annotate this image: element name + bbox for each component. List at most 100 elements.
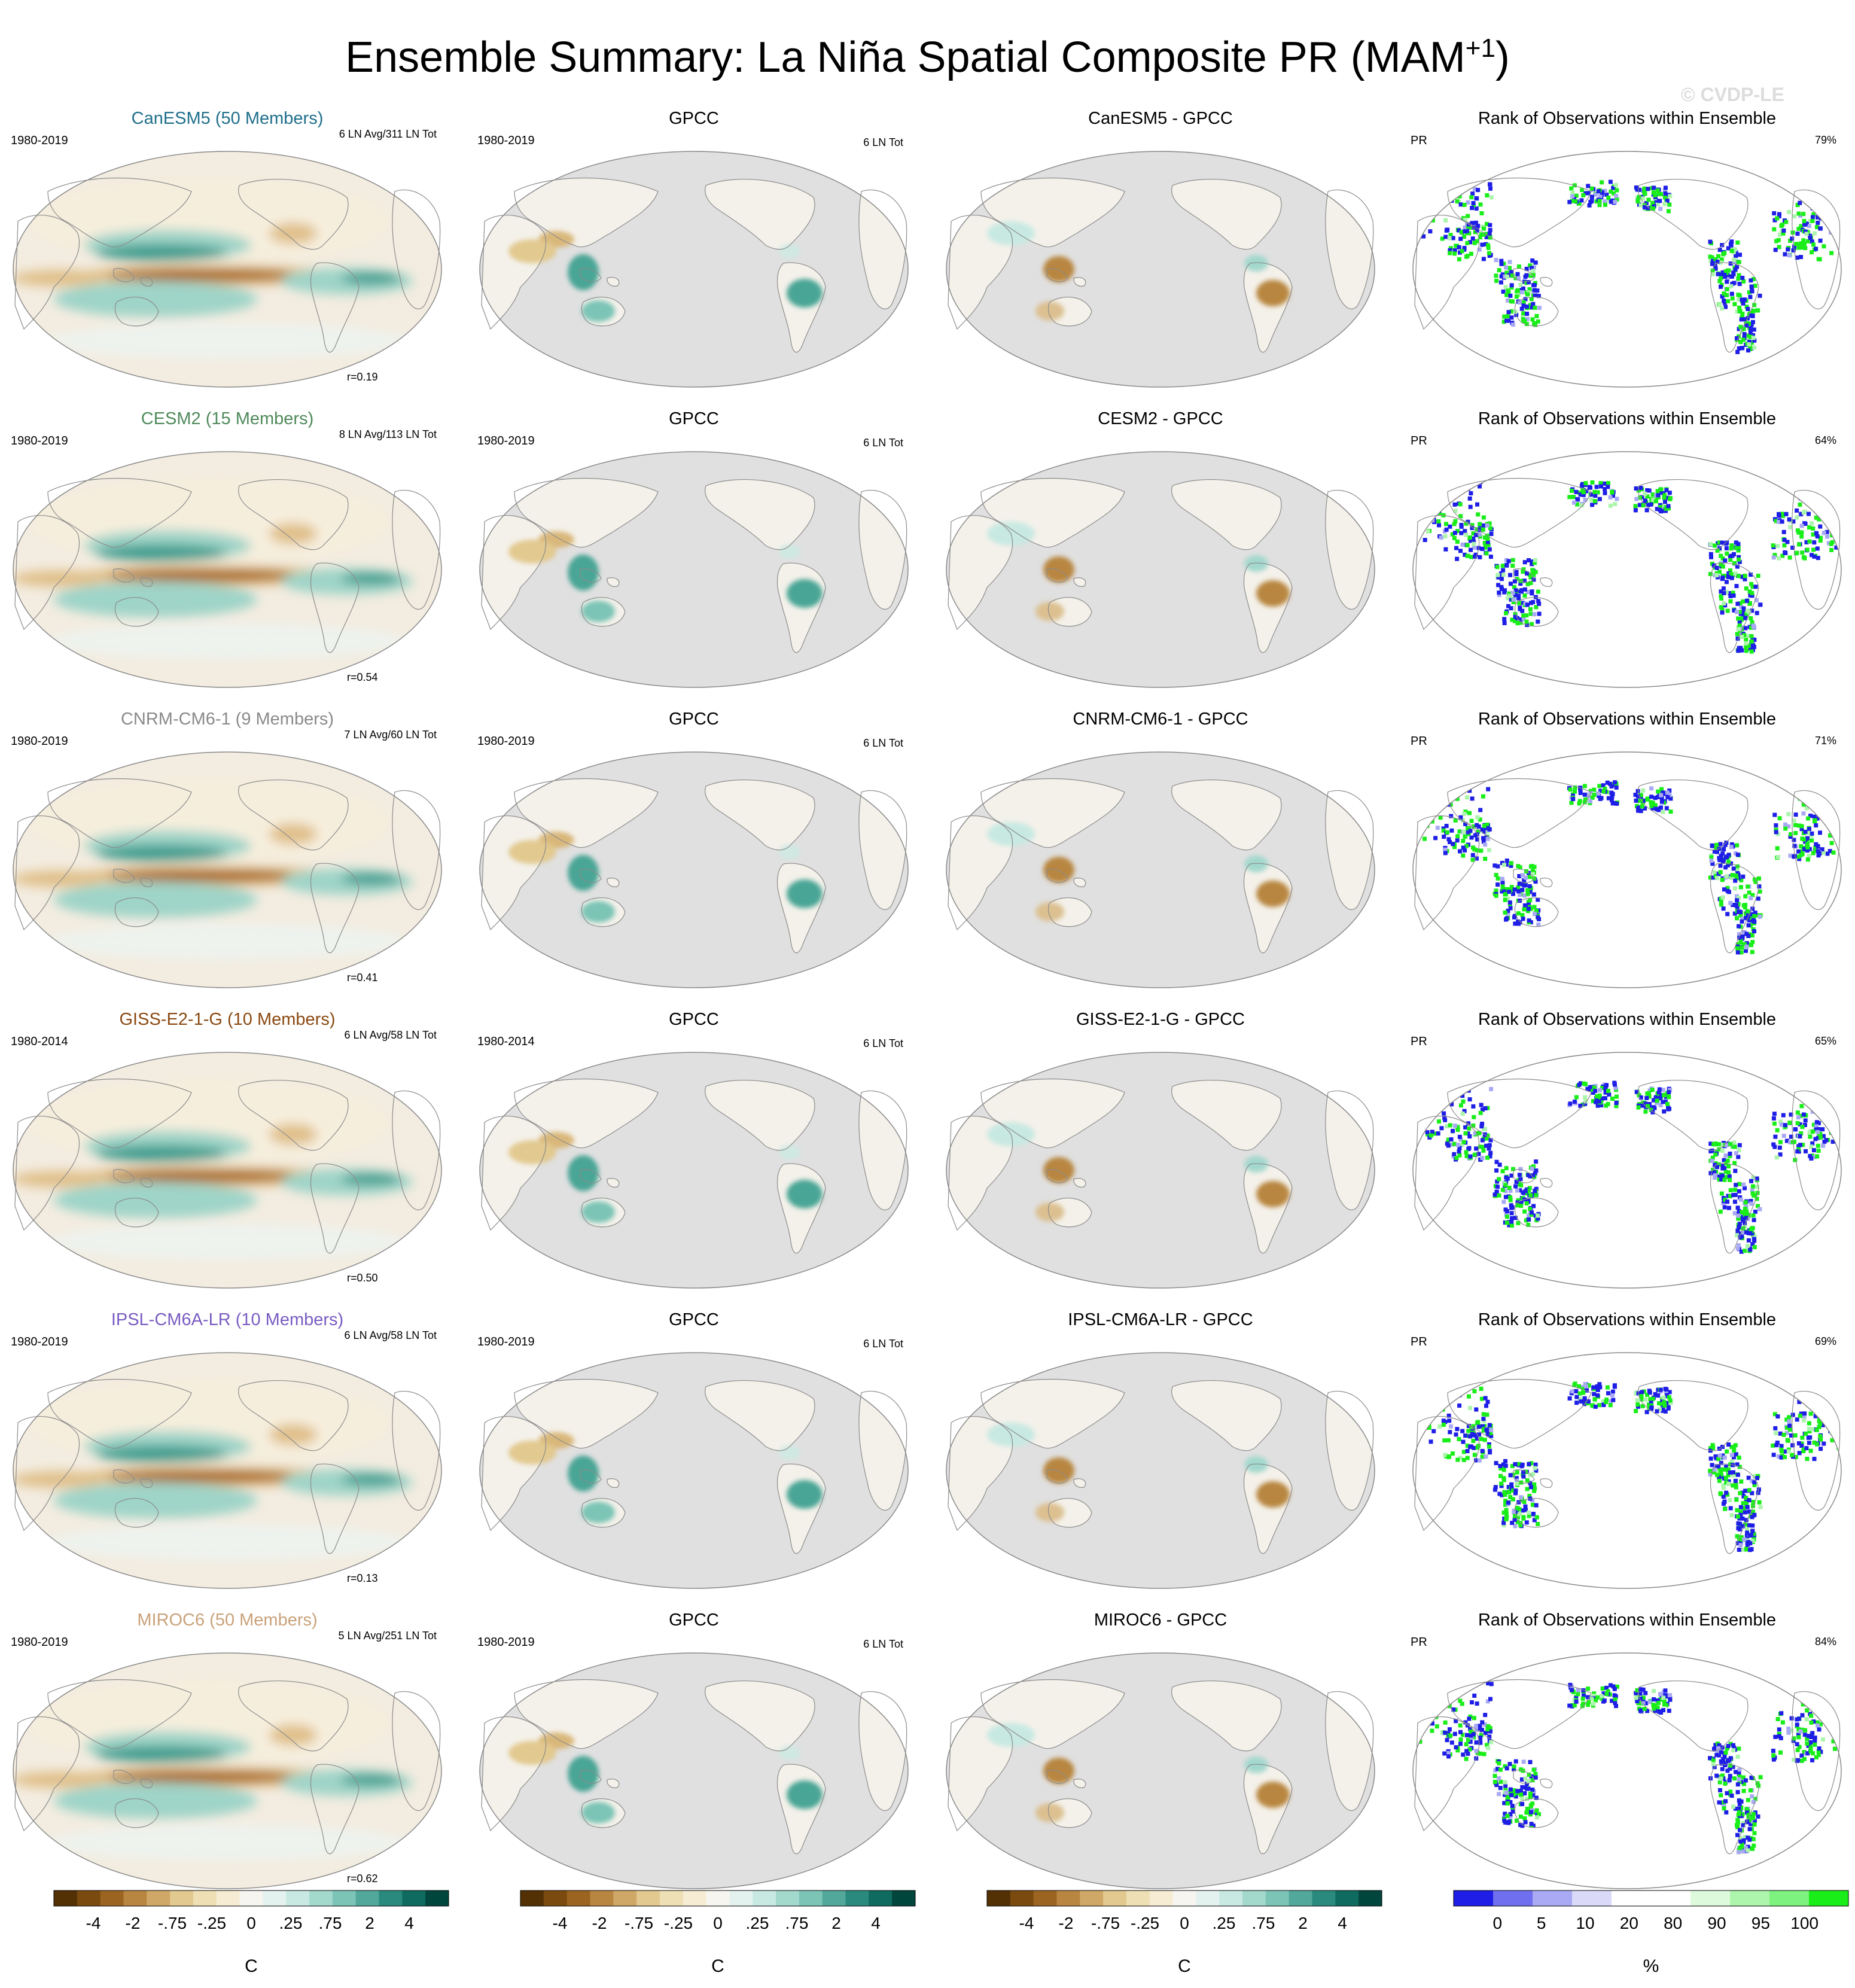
map-diff <box>945 450 1376 689</box>
map-rank <box>1412 1351 1842 1590</box>
panel-diff: MIROC6 - GPCC <box>933 1591 1388 1890</box>
colorbar-tick-label: .25 <box>279 1914 303 1932</box>
colorbar-tick-label: .75 <box>319 1914 342 1932</box>
ln-count-label: 6 LN Tot <box>863 437 903 449</box>
ln-count-label: 6 LN Avg/311 LN Tot <box>339 128 437 140</box>
colorbar-tick-label: 2 <box>831 1914 841 1932</box>
panel-rank: Rank of Observations within Ensemble PR 84… <box>1400 1591 1854 1890</box>
colorbar-swatch <box>1690 1890 1731 1906</box>
colorbar-tick-label: 5 <box>1537 1914 1546 1932</box>
colorbar-unit: % <box>1643 1956 1659 1976</box>
colorbar-swatch <box>1056 1890 1080 1906</box>
colorbar-swatch <box>100 1890 124 1906</box>
variable-label: PR <box>1411 434 1427 447</box>
colorbar-swatch <box>54 1890 78 1906</box>
colorbar-tick-label: 2 <box>365 1914 374 1932</box>
colorbar-unit: C <box>245 1956 258 1976</box>
colorbar-tick-label: -.25 <box>664 1914 693 1932</box>
panel-title: Rank of Observations within Ensemble <box>1478 1010 1777 1029</box>
panel-model: GISS-E2-1-G (10 Members) 1980-2014 6 LN Av… <box>0 991 455 1290</box>
colorbar-swatch <box>1080 1890 1104 1906</box>
colorbar-swatch <box>1335 1890 1359 1906</box>
colorbar-tick-label: .25 <box>1213 1914 1236 1932</box>
colorbar-tick-label: 4 <box>871 1914 881 1932</box>
map-rank <box>1412 150 1842 389</box>
colorbar-tick-label: 0 <box>246 1914 256 1932</box>
variable-label: PR <box>1411 1035 1427 1048</box>
colorbar-swatch <box>892 1890 916 1906</box>
colorbar-tick-label: 95 <box>1752 1914 1770 1932</box>
pattern-correlation-label: r=0.41 <box>347 972 378 984</box>
pattern-correlation-label: r=0.19 <box>347 371 378 383</box>
colorbar-swatch <box>1651 1890 1691 1906</box>
colorbar-swatch <box>799 1890 823 1906</box>
colorbar-swatch <box>520 1890 544 1906</box>
panel-title: GPCC <box>669 109 719 128</box>
variable-label: PR <box>1411 1636 1427 1649</box>
colorbar-swatch <box>1126 1890 1150 1906</box>
ln-count-label: 8 LN Avg/113 LN Tot <box>339 428 437 440</box>
colorbar-frame <box>520 1890 916 1907</box>
map-obs <box>479 450 909 689</box>
ln-count-label: 6 LN Tot <box>863 1037 903 1049</box>
watermark: © CVDP-LE <box>1681 84 1784 105</box>
rank-percent-label: 84% <box>1814 1636 1836 1648</box>
colorbar-tick-label: .75 <box>785 1914 809 1932</box>
colorbar-tick-label: -2 <box>1059 1914 1074 1932</box>
map-rank <box>1412 750 1842 990</box>
panel-title: CESM2 - GPCC <box>1098 409 1223 428</box>
panel-title: CanESM5 - GPCC <box>1088 109 1233 128</box>
colorbar-swatch <box>845 1890 869 1906</box>
period-label: 1980-2019 <box>477 134 535 147</box>
ln-count-label: 6 LN Tot <box>863 136 903 148</box>
panel-title: Rank of Observations within Ensemble <box>1478 1611 1777 1630</box>
colorbar-tick-label: 100 <box>1790 1914 1819 1932</box>
ln-count-label: 6 LN Avg/58 LN Tot <box>344 1329 437 1341</box>
panel-diff: CanESM5 - GPCC <box>933 90 1388 389</box>
colorbar-swatch <box>1493 1890 1533 1906</box>
colorbar-swatch <box>1358 1890 1382 1906</box>
colorbar-swatch <box>729 1890 753 1906</box>
colorbar-tick-label: .25 <box>746 1914 769 1932</box>
pattern-correlation-label: r=0.54 <box>347 671 378 683</box>
panel-model: MIROC6 (50 Members) 1980-2019 5 LN Avg/251… <box>0 1591 455 1890</box>
map-obs <box>479 1651 909 1890</box>
colorbar-obs: -4 -2 -.75 -.25 0 .25 .75 2 4 C <box>491 1885 945 1986</box>
colorbar-unit: C <box>711 1956 724 1976</box>
panel-title: CNRM-CM6-1 (9 Members) <box>120 710 334 729</box>
colorbar-swatch <box>776 1890 800 1906</box>
period-label: 1980-2019 <box>477 1636 535 1649</box>
colorbar-tick-label: 10 <box>1576 1914 1594 1932</box>
panel-obs: GPCC 1980-2014 6 LN Tot <box>467 991 921 1290</box>
colorbar-diff: -4 -2 -.75 -.25 0 .25 .75 2 4 C <box>957 1885 1412 1986</box>
colorbar-swatch <box>566 1890 590 1906</box>
period-label: 1980-2019 <box>11 1636 68 1649</box>
map-rank <box>1412 1051 1842 1290</box>
colorbar-swatch <box>425 1890 449 1906</box>
period-label: 1980-2014 <box>477 1035 535 1048</box>
ln-count-label: 7 LN Avg/60 LN Tot <box>344 729 437 741</box>
panel-title: CESM2 (15 Members) <box>141 409 314 428</box>
rank-percent-label: 64% <box>1814 434 1836 446</box>
panel-title: MIROC6 - GPCC <box>1093 1611 1227 1630</box>
map-diff <box>945 750 1376 990</box>
panel-model: CESM2 (15 Members) 1980-2019 8 LN Avg/113 … <box>0 390 455 689</box>
map-obs <box>479 150 909 389</box>
colorbar-swatch <box>1033 1890 1057 1906</box>
colorbar-swatch <box>543 1890 568 1906</box>
period-label: 1980-2019 <box>11 134 68 147</box>
map-rank <box>1412 450 1842 689</box>
panel-rank: Rank of Observations within Ensemble PR 71… <box>1400 690 1854 990</box>
pattern-correlation-label: r=0.62 <box>347 1873 378 1885</box>
map-model <box>12 1651 443 1890</box>
panel-model: CNRM-CM6-1 (9 Members) 1980-2019 7 LN Avg/… <box>0 690 455 990</box>
colorbar-swatch <box>1196 1890 1220 1906</box>
colorbar-swatch <box>1103 1890 1127 1906</box>
colorbar-swatch <box>332 1890 357 1906</box>
colorbar-frame <box>986 1890 1382 1907</box>
rank-percent-label: 71% <box>1814 735 1836 747</box>
colorbar-tick-label: -2 <box>592 1914 607 1932</box>
pattern-correlation-label: r=0.50 <box>347 1272 378 1284</box>
colorbar-swatch <box>309 1890 333 1906</box>
map-model <box>12 1351 443 1590</box>
